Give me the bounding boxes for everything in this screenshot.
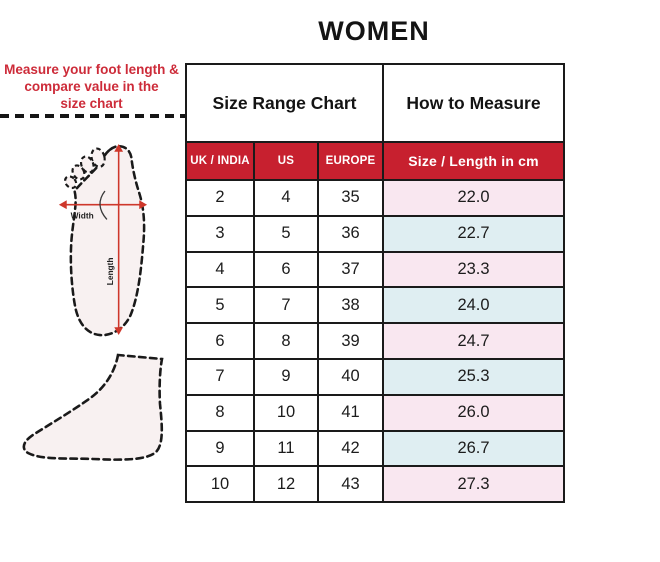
length-cm-cell: 25.3 — [382, 357, 566, 396]
us-cell: 6 — [253, 250, 319, 289]
us-cell: 12 — [253, 465, 319, 504]
width-label: Width — [71, 210, 94, 220]
instruction-line-3: size chart — [60, 96, 123, 111]
page-title: WOMEN — [318, 16, 430, 46]
europe-cell: 38 — [316, 286, 385, 325]
us-cell: 4 — [253, 179, 319, 217]
instruction-line-1: Measure your foot length & — [4, 62, 179, 77]
size-row: 8 10 41 26.0 — [185, 393, 566, 432]
size-chart-table: Size Range Chart How to Measure UK / IND… — [184, 63, 566, 504]
us-cell: 10 — [253, 393, 319, 432]
size-row: 5 7 38 24.0 — [185, 286, 566, 325]
column-header-us: US — [253, 141, 319, 181]
arrow-right-icon — [139, 200, 148, 210]
size-row: 10 12 43 27.3 — [185, 465, 566, 504]
us-cell: 5 — [253, 214, 319, 253]
us-cell: 7 — [253, 286, 319, 325]
size-row: 6 8 39 24.7 — [185, 322, 566, 360]
how-to-measure-header: How to Measure — [382, 63, 566, 143]
europe-cell: 35 — [316, 179, 385, 217]
toe-icon — [71, 164, 86, 181]
length-cm-cell: 24.0 — [382, 286, 566, 325]
arrow-left-icon — [58, 200, 67, 210]
uk-india-cell: 5 — [185, 286, 255, 325]
foot-outline — [69, 144, 146, 337]
uk-india-cell: 8 — [185, 393, 255, 432]
foot-side-outline — [22, 353, 164, 461]
instruction-line-2: compare value in the — [24, 79, 159, 94]
length-cm-cell: 26.0 — [382, 393, 566, 432]
group-header-row: Size Range Chart How to Measure — [184, 63, 566, 143]
length-cm-cell: 22.7 — [382, 214, 566, 253]
uk-india-cell: 2 — [185, 179, 255, 217]
foot-side-view-icon — [22, 353, 164, 461]
europe-cell: 39 — [316, 322, 385, 360]
arrow-down-icon — [114, 327, 124, 336]
column-header-uk-india: UK / INDIA — [185, 141, 255, 181]
size-row: 9 11 42 26.7 — [185, 429, 566, 468]
europe-cell: 40 — [316, 357, 385, 396]
europe-cell: 36 — [316, 214, 385, 253]
europe-cell: 43 — [316, 465, 385, 504]
arch-curve — [99, 190, 108, 220]
uk-india-cell: 4 — [185, 250, 255, 289]
length-cm-cell: 24.7 — [382, 322, 566, 360]
uk-india-cell: 6 — [185, 322, 255, 360]
uk-india-cell: 9 — [185, 429, 255, 468]
us-cell: 9 — [253, 357, 319, 396]
length-label: Length — [105, 257, 115, 285]
toe-icon — [79, 155, 95, 174]
size-row: 2 4 35 22.0 — [185, 179, 566, 217]
us-cell: 11 — [253, 429, 319, 468]
length-cm-cell: 22.0 — [382, 179, 566, 217]
length-cm-cell: 27.3 — [382, 465, 566, 504]
size-row: 7 9 40 25.3 — [185, 357, 566, 396]
size-row: 3 5 36 22.7 — [185, 214, 566, 253]
length-cm-cell: 23.3 — [382, 250, 566, 289]
size-range-chart-header: Size Range Chart — [184, 63, 385, 143]
size-row: 4 6 37 23.3 — [185, 250, 566, 289]
column-header-length-cm: Size / Length in cm — [382, 141, 566, 181]
uk-india-cell: 3 — [185, 214, 255, 253]
arrow-up-icon — [114, 143, 124, 152]
europe-cell: 37 — [316, 250, 385, 289]
column-header-row: UK / INDIA US EUROPE Size / Length in cm — [185, 141, 566, 181]
uk-india-cell: 10 — [185, 465, 255, 504]
europe-cell: 41 — [316, 393, 385, 432]
europe-cell: 42 — [316, 429, 385, 468]
uk-india-cell: 7 — [185, 357, 255, 396]
measure-instruction: Measure your foot length & compare value… — [0, 61, 183, 112]
dashed-separator — [0, 114, 186, 118]
length-cm-cell: 26.7 — [382, 429, 566, 468]
column-header-europe: EUROPE — [316, 141, 385, 181]
us-cell: 8 — [253, 322, 319, 360]
footprint-diagram-icon: Width Length — [58, 143, 148, 337]
